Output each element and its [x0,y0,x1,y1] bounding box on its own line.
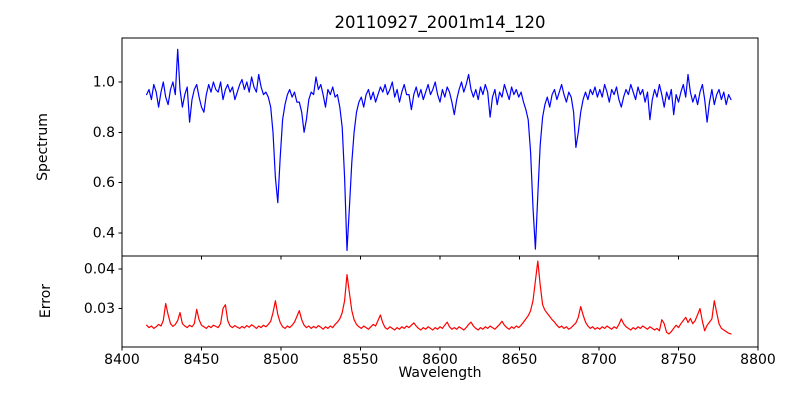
x-tick-label: 8750 [661,352,697,368]
spectrum-panel: 0.4 0.6 0.8 1.0 [93,37,759,257]
x-tick-label: 8650 [502,352,538,368]
x-tick-label: 8800 [740,352,776,368]
chart-title: 20110927_2001m14_120 [334,13,545,33]
error-y-axis-label: Error [38,284,54,318]
spectrum-y-tick-label: 1.0 [93,75,115,91]
error-frame [121,255,759,348]
x-tick-label: 8700 [581,352,617,368]
x-tick-label: 8600 [422,352,458,368]
spectrum-y-tick-label: 0.4 [93,225,115,241]
error-panel: 0.03 0.04 [84,255,759,348]
x-tick-label: 8450 [184,352,220,368]
x-tick-label: 8550 [343,352,379,368]
x-axis-label: Wavelength [398,365,481,381]
spectrum-line [146,48,732,252]
x-tick-label: 8400 [104,352,140,368]
error-line [146,260,732,335]
spectrum-y-tick-label: 0.6 [93,175,115,191]
spectrum-y-tick-label: 0.8 [93,125,115,141]
spectrum-y-axis-label: Spectrum [35,113,51,181]
error-y-tick-label: 0.04 [84,262,115,278]
spectrum-frame [121,37,759,257]
error-y-tick-label: 0.03 [84,301,115,317]
x-axis: 8400 8450 8500 8550 8600 8650 8700 8750 8800 [104,256,776,368]
x-tick-label: 8500 [263,352,299,368]
